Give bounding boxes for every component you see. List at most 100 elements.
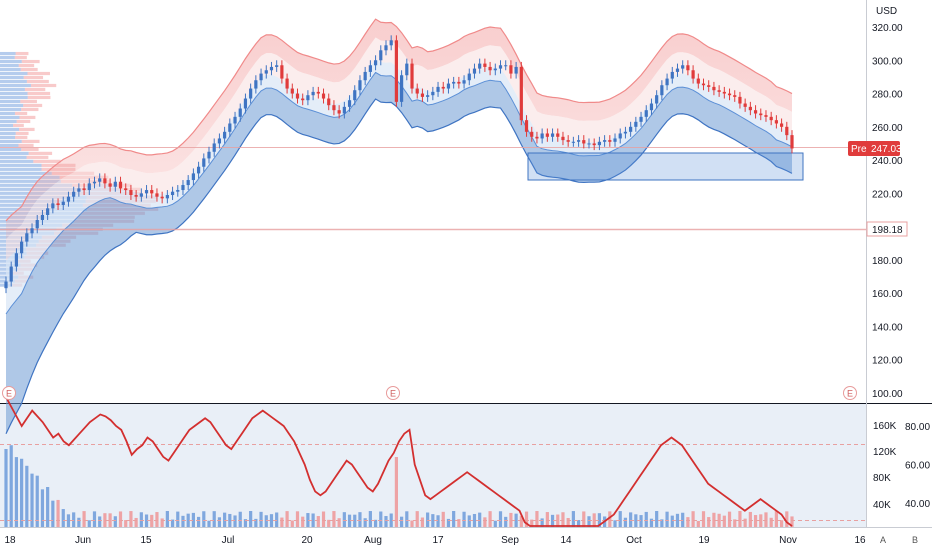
candle-body[interactable] [165, 195, 169, 199]
candle-body[interactable] [550, 133, 555, 137]
candle-body[interactable] [30, 228, 34, 234]
candle-body[interactable] [269, 66, 274, 71]
candle-body[interactable] [472, 68, 477, 74]
candle-body[interactable] [774, 120, 778, 124]
candle-body[interactable] [311, 91, 315, 96]
candle-body[interactable] [275, 65, 279, 67]
candle-body[interactable] [124, 188, 128, 191]
candle-body[interactable] [207, 151, 211, 159]
candle-body[interactable] [452, 81, 456, 84]
support-zone[interactable] [527, 152, 804, 181]
candle-body[interactable] [629, 126, 633, 132]
candle-body[interactable] [462, 80, 466, 84]
candle-body[interactable] [327, 98, 331, 106]
candle-body[interactable] [571, 141, 575, 143]
candle-body[interactable] [519, 66, 523, 121]
candle-body[interactable] [400, 75, 404, 102]
candle-body[interactable] [306, 95, 310, 101]
candle-body[interactable] [129, 190, 133, 196]
candle-body[interactable] [681, 65, 685, 69]
candle-body[interactable] [582, 140, 586, 144]
candlestick-series[interactable] [4, 35, 794, 294]
candle-body[interactable] [405, 63, 409, 76]
candle-body[interactable] [254, 80, 258, 89]
candle-body[interactable] [514, 66, 518, 74]
candle-body[interactable] [410, 63, 414, 89]
candle-body[interactable] [98, 178, 102, 182]
candle-body[interactable] [155, 193, 159, 197]
candle-body[interactable] [212, 143, 216, 152]
candle-body[interactable] [509, 65, 513, 74]
candle-body[interactable] [722, 91, 726, 94]
candle-body[interactable] [342, 106, 346, 114]
candle-body[interactable] [592, 143, 596, 146]
scale-auto-button[interactable]: A [880, 535, 886, 545]
candle-body[interactable] [389, 40, 393, 46]
candle-body[interactable] [233, 116, 237, 124]
candle-body[interactable] [707, 85, 711, 87]
candle-body[interactable] [4, 281, 8, 289]
candle-body[interactable] [649, 103, 654, 111]
candle-body[interactable] [561, 136, 565, 141]
candle-body[interactable] [660, 85, 664, 96]
candle-body[interactable] [223, 131, 227, 139]
candle-body[interactable] [384, 45, 388, 51]
candle-body[interactable] [644, 110, 648, 117]
candle-body[interactable] [524, 120, 529, 132]
candle-body[interactable] [196, 166, 201, 174]
candle-body[interactable] [332, 105, 336, 111]
candle-body[interactable] [56, 203, 60, 206]
candle-body[interactable] [670, 71, 674, 79]
candle-body[interactable] [488, 66, 492, 71]
candle-body[interactable] [103, 178, 107, 184]
candle-body[interactable] [249, 88, 253, 99]
candle-body[interactable] [373, 60, 378, 66]
candle-body[interactable] [170, 191, 175, 196]
candle-body[interactable] [363, 71, 367, 81]
candle-body[interactable] [696, 78, 700, 84]
candle-body[interactable] [530, 131, 534, 137]
candle-body[interactable] [493, 68, 497, 71]
candle-body[interactable] [597, 141, 602, 146]
candle-body[interactable] [566, 140, 570, 142]
candle-body[interactable] [144, 190, 149, 194]
candle-body[interactable] [738, 96, 742, 104]
candle-body[interactable] [139, 193, 143, 197]
candle-body[interactable] [545, 133, 549, 137]
candle-body[interactable] [202, 158, 206, 167]
candle-body[interactable] [238, 108, 242, 117]
candle-body[interactable] [228, 123, 232, 132]
candle-body[interactable] [608, 140, 612, 142]
candle-body[interactable] [675, 68, 680, 72]
candle-body[interactable] [280, 65, 284, 79]
candle-body[interactable] [25, 233, 29, 242]
candle-body[interactable] [347, 100, 352, 107]
candle-body[interactable] [160, 196, 164, 199]
candle-body[interactable] [14, 253, 19, 267]
candle-body[interactable] [467, 73, 471, 81]
candle-body[interactable] [394, 40, 398, 102]
earnings-marker-circle[interactable] [2, 386, 16, 400]
candle-body[interactable] [779, 123, 784, 127]
candle-body[interactable] [655, 95, 659, 104]
candle-body[interactable] [603, 140, 607, 142]
candle-body[interactable] [420, 93, 425, 97]
candle-body[interactable] [618, 133, 622, 139]
candle-body[interactable] [639, 116, 643, 122]
candle-body[interactable] [113, 181, 117, 187]
candle-body[interactable] [623, 131, 628, 134]
candle-body[interactable] [40, 214, 45, 220]
candle-body[interactable] [379, 50, 383, 61]
candle-body[interactable] [701, 83, 706, 86]
candle-body[interactable] [9, 266, 13, 282]
candle-body[interactable] [415, 88, 419, 94]
candle-body[interactable] [686, 65, 690, 71]
candle-body[interactable] [535, 136, 539, 139]
candle-body[interactable] [217, 138, 222, 144]
candle-body[interactable] [587, 143, 591, 145]
candle-body[interactable] [712, 86, 716, 91]
candle-body[interactable] [759, 113, 763, 116]
candle-body[interactable] [478, 63, 482, 69]
candle-body[interactable] [691, 70, 695, 79]
earnings-marker-circle[interactable] [843, 386, 857, 400]
